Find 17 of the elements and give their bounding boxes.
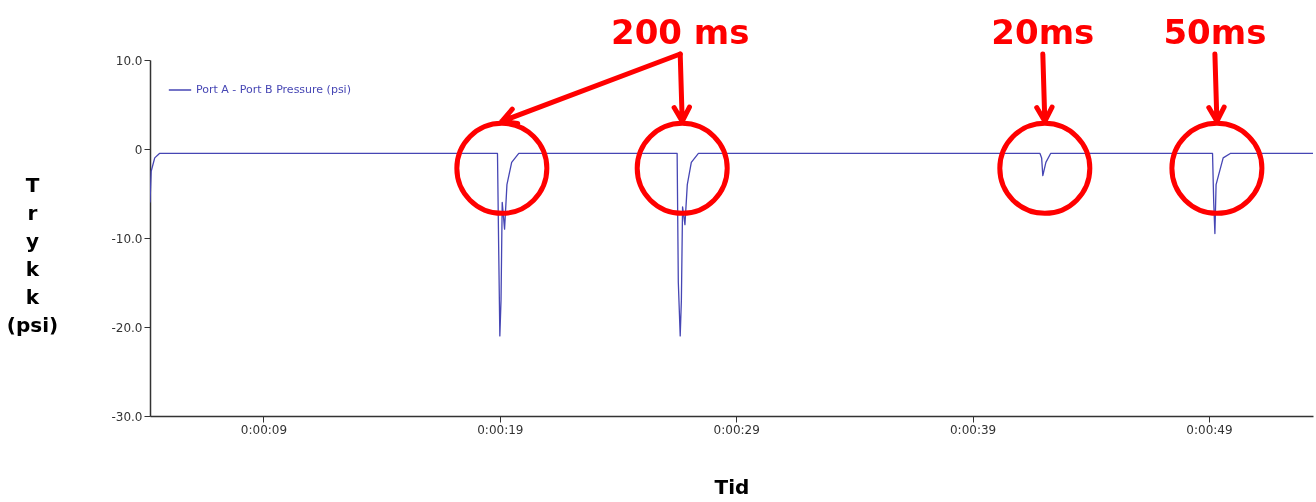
x-tick-label: 0:00:49	[1186, 422, 1233, 437]
x-tick-label: 0:00:29	[713, 422, 760, 437]
y-tick-label: 0	[134, 142, 143, 157]
x-tick-label: 0:00:39	[949, 422, 997, 437]
y-tick-label: -10.0	[111, 231, 143, 246]
x-tick-label: 0:00:09	[240, 422, 288, 437]
x-axis-title: Tid	[714, 474, 750, 499]
y-tick-label: -20.0	[111, 320, 143, 335]
legend-label: Port A - Port B Pressure (psi)	[196, 83, 351, 96]
text: 50ms	[1163, 12, 1267, 52]
y-tick-label: 10.0	[115, 53, 143, 68]
y-tick-label: -30.0	[111, 409, 143, 424]
text: 200 ms	[610, 12, 750, 52]
line-series	[150, 152, 1313, 337]
y-axis-title: Trykk (psi)	[6, 172, 59, 337]
x-tick-label: 0:00:19	[477, 422, 524, 437]
text: 20ms	[991, 12, 1095, 52]
